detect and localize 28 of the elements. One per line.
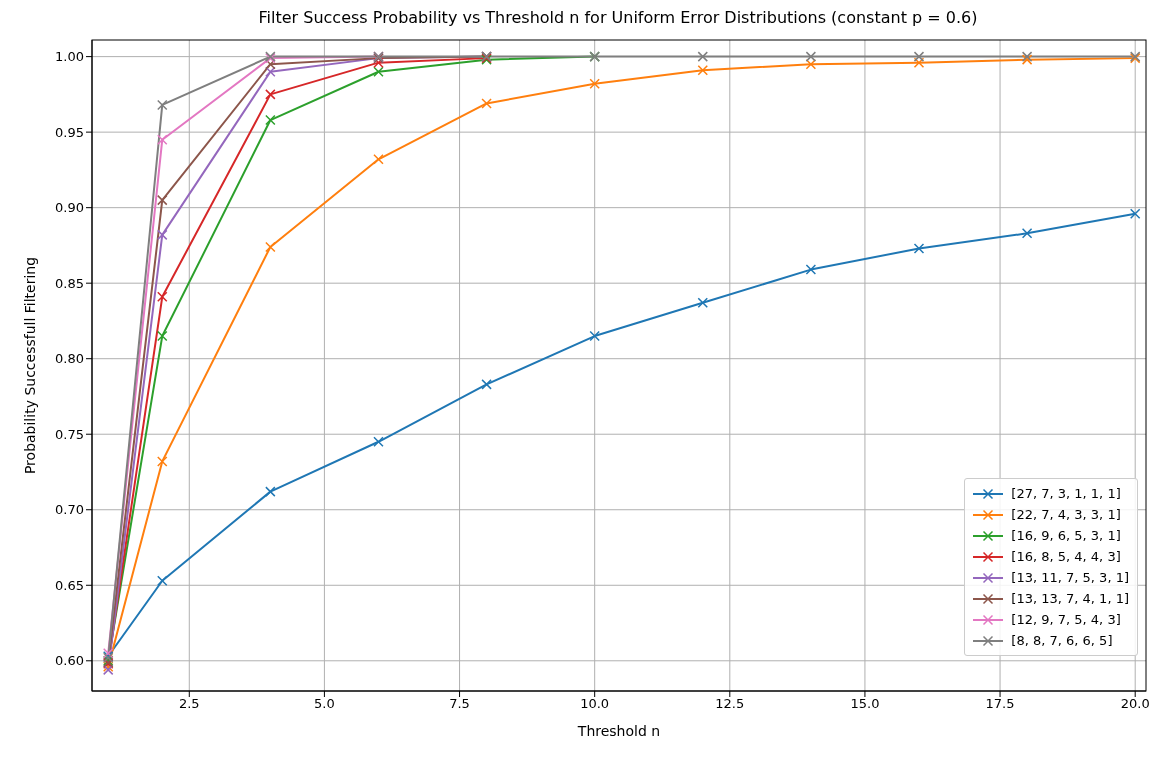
legend-label: [16, 8, 5, 4, 4, 3] [1011, 549, 1121, 564]
x-axis-title: Threshold n [576, 723, 661, 739]
y-tick-label: 0.65 [55, 577, 84, 593]
x-tick-label: 15.0 [850, 696, 880, 712]
y-tick-label: 0.85 [55, 275, 84, 291]
y-tick-label: 0.95 [55, 124, 84, 140]
y-axis-title: Probability Successfull Filtering [21, 256, 38, 475]
x-tick-label: 7.5 [449, 696, 470, 712]
legend-label: [8, 8, 7, 6, 6, 5] [1011, 633, 1113, 648]
y-tick-label: 0.70 [55, 502, 84, 518]
x-tick-label: 17.5 [985, 696, 1015, 712]
y-tick-label: 0.90 [55, 200, 84, 216]
y-tick-label: 1.00 [55, 49, 84, 65]
legend-label: [16, 9, 6, 5, 3, 1] [1011, 528, 1121, 543]
chart-title: Filter Success Probability vs Threshold n for Uniform Error Distributions (constant p = 0.6) [257, 8, 979, 29]
x-tick-label: 10.0 [580, 696, 610, 712]
y-tick-label: 0.75 [55, 426, 84, 442]
legend-label: [13, 13, 7, 4, 1, 1] [1011, 591, 1129, 606]
x-tick-label: 2.5 [178, 696, 200, 712]
legend-label: [13, 11, 7, 5, 3, 1] [1011, 570, 1129, 585]
x-tick-label: 20.0 [1120, 696, 1150, 712]
x-tick-label: 5.0 [314, 696, 335, 712]
y-tick-label: 0.60 [55, 653, 84, 669]
y-tick-label: 0.80 [55, 351, 84, 367]
x-tick-label: 12.5 [715, 696, 745, 712]
legend-label: [27, 7, 3, 1, 1, 1] [1011, 486, 1121, 501]
legend-label: [12, 9, 7, 5, 4, 3] [1011, 612, 1121, 627]
legend-label: [22, 7, 4, 3, 3, 1] [1011, 507, 1121, 522]
